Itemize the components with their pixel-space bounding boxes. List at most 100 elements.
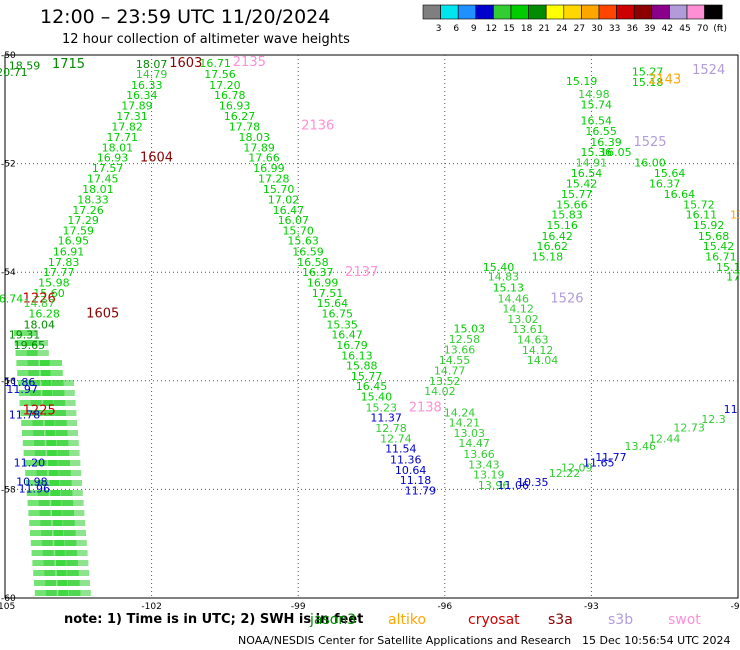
wave-height-label: 17.89 — [243, 141, 275, 154]
track-strip-mark — [32, 420, 55, 426]
track-strip-mark — [24, 460, 47, 466]
wave-height-label: 16.62 — [537, 240, 569, 253]
wave-height-label: 15.70 — [282, 224, 314, 237]
wave-height-label: 15.19 — [566, 75, 598, 88]
wave-height-label: 15.27 — [632, 65, 664, 78]
wave-height-label: 16.99 — [253, 162, 285, 175]
wave-height-label: 1715 — [52, 57, 85, 72]
wave-height-label: 1524 — [692, 63, 725, 78]
wave-height-label: 17.31 — [116, 110, 148, 123]
wave-height-label: 14.63 — [517, 334, 549, 347]
wave-height-label: 14.46 — [497, 292, 529, 305]
wave-height-label: 14.79 — [136, 68, 168, 81]
track-strip-mark — [26, 340, 48, 346]
track-strip-mark — [66, 560, 89, 566]
wave-height-label: 15.42 — [566, 178, 598, 191]
wave-height-label: 11.77 — [595, 451, 627, 464]
wave-height-label: 16.33 — [131, 79, 163, 92]
track-strip-mark — [29, 380, 52, 386]
colorbar-label: 27 — [574, 24, 585, 34]
colorbar-label: 70 — [697, 24, 709, 34]
track-strip-mark — [42, 550, 65, 556]
wave-height-label: 20.71 — [0, 66, 28, 79]
wave-height-label: 16.64 — [664, 188, 696, 201]
track-strip-mark — [27, 500, 50, 506]
wave-height-label: 15.1 — [716, 261, 740, 274]
wave-height-label: 12.73 — [673, 421, 705, 434]
wave-height-label: 15.77 — [351, 370, 383, 383]
wave-height-label: 12.78 — [375, 422, 407, 435]
track-strip-mark — [18, 380, 40, 386]
map-subtitle: 12 hour collection of altimeter wave hei… — [62, 32, 350, 47]
wave-height-label: 11.78 — [9, 408, 41, 421]
wave-height-label: 10.35 — [517, 476, 549, 489]
wave-height-label: 15.42 — [703, 240, 735, 253]
wave-height-label: 16.79 — [336, 339, 368, 352]
colorbar-label: 9 — [471, 24, 477, 34]
wave-height-label: 18.04 — [23, 318, 55, 331]
wave-height-label: 14.24 — [444, 406, 476, 419]
wave-height-label: 12.3 — [701, 413, 726, 426]
footer-timestamp: 15 Dec 10:56:54 UTC 2024 — [582, 634, 731, 647]
track-strip-mark — [62, 510, 85, 516]
wave-height-label: 15.68 — [698, 230, 730, 243]
wave-height-label: 17.71 — [107, 131, 139, 144]
colorbar-label: (ft) — [713, 24, 727, 34]
wave-height-label: 17.02 — [268, 193, 300, 206]
colorbar-label: 33 — [609, 24, 620, 34]
wave-height-label: 15.18 — [532, 250, 564, 263]
wave-height-label: 16.93 — [219, 99, 251, 112]
track-strip-mark — [30, 390, 52, 396]
wave-height-label: 11.79 — [405, 484, 437, 497]
track-strip-mark — [16, 360, 39, 366]
wave-height-label: 13.61 — [512, 323, 544, 336]
wave-height-label: 15.88 — [346, 360, 378, 373]
track-strip-mark — [18, 390, 41, 396]
wave-height-label: 17.56 — [204, 68, 236, 81]
lon-tick-label: -96 — [437, 602, 452, 612]
legend-altiko: altiko — [388, 612, 427, 628]
wave-height-label: 11.06 — [497, 479, 529, 492]
wave-height-label: 16.11 — [686, 209, 718, 222]
track-strip-mark — [25, 470, 48, 476]
wave-height-label: 2138 — [409, 400, 442, 415]
colorbar-label: 15 — [503, 24, 514, 34]
wave-height-label: 15.03 — [453, 323, 485, 336]
wave-height-label: 15.74 — [581, 98, 613, 111]
wave-height-label: 2136 — [301, 119, 334, 134]
wave-height-label: 1605 — [86, 306, 119, 321]
colorbar-label: 39 — [644, 24, 656, 34]
track-strip-mark — [64, 540, 87, 546]
wave-height-label: 17.28 — [258, 172, 290, 185]
track-strip-mark — [20, 410, 43, 416]
colorbar-label: 24 — [556, 24, 568, 34]
wave-height-label: 1526 — [550, 291, 583, 306]
track-strip-mark — [37, 480, 60, 486]
wave-height-label: 17.66 — [248, 152, 280, 165]
wave-height-label: 10.64 — [395, 464, 427, 477]
wave-height-label: 17.20 — [209, 79, 241, 92]
wave-height-label: 16.74 — [0, 292, 23, 305]
wave-height-label: 14.21 — [449, 417, 481, 430]
track-strip-mark — [26, 350, 49, 356]
wave-height-label: 16.93 — [97, 152, 129, 165]
wave-height-label: 1525 — [633, 135, 666, 150]
lon-tick-label: -93 — [584, 602, 599, 612]
wave-height-label: 11.54 — [385, 443, 417, 456]
wave-height-label: 13.19 — [473, 469, 505, 482]
wave-height-label: 18.01 — [82, 183, 114, 196]
legend-jason3: jason3 — [310, 612, 357, 628]
track-strip-mark — [14, 330, 36, 336]
wave-height-label: 15.72 — [683, 198, 715, 211]
track-strip-mark — [68, 580, 90, 586]
wave-height-label: 17.59 — [63, 224, 95, 237]
track-strip-mark — [34, 580, 56, 586]
track-strip-mark — [45, 580, 68, 586]
track-strip-mark — [53, 400, 76, 406]
track-strip-mark — [60, 480, 82, 486]
wave-height-label: 16.55 — [585, 125, 617, 138]
track-strip-mark — [29, 520, 52, 526]
track-strip-mark — [59, 470, 82, 476]
colorbar-label: 36 — [626, 24, 638, 34]
wave-height-label: 11.37 — [370, 412, 402, 425]
